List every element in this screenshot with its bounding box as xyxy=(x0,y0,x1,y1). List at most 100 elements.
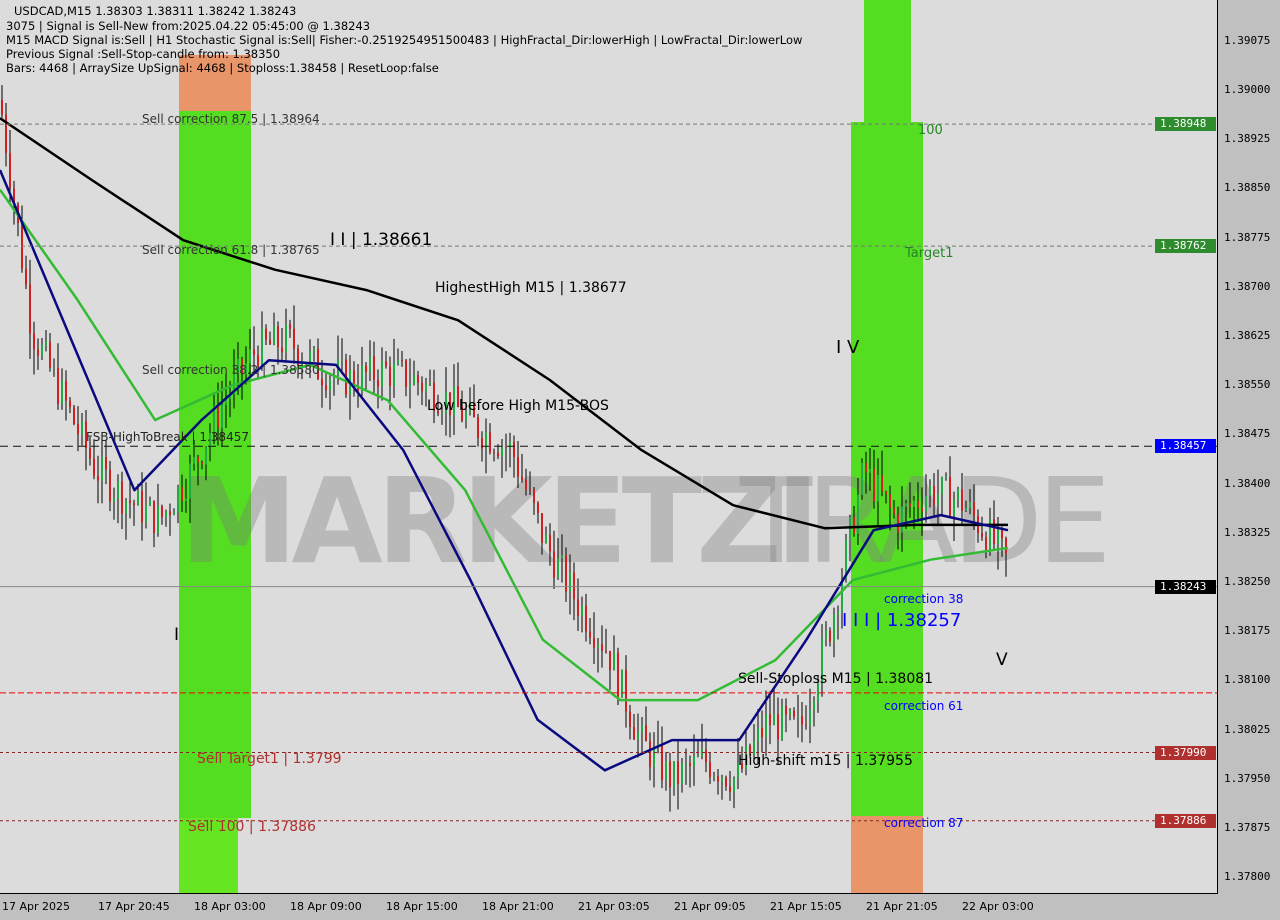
candle-body xyxy=(529,489,531,491)
candle-body xyxy=(253,349,255,356)
candle-body xyxy=(629,711,631,728)
candle-body xyxy=(377,379,379,387)
candle-body xyxy=(909,503,911,507)
y-tick-label: 1.38250 xyxy=(1224,575,1271,588)
candle-body xyxy=(821,638,823,684)
candle-body xyxy=(853,516,855,534)
candle-body xyxy=(633,727,635,740)
candle-body xyxy=(833,614,835,642)
candle-body xyxy=(373,356,375,380)
candle-body xyxy=(197,456,199,463)
candle-body xyxy=(413,374,415,385)
candle-body xyxy=(697,756,699,758)
candle-body xyxy=(221,404,223,429)
candle-body xyxy=(249,349,251,364)
candle-body xyxy=(489,432,491,453)
candle-body xyxy=(685,763,687,765)
header-symbol: USDCAD,M15 1.38303 1.38311 1.38242 1.382… xyxy=(14,4,297,18)
candle-body xyxy=(321,379,323,386)
candle-body xyxy=(773,714,775,726)
candle-body xyxy=(517,457,519,477)
candle-body xyxy=(917,500,919,508)
candle-body xyxy=(437,411,439,414)
candle-body xyxy=(505,447,507,449)
candle-body xyxy=(769,714,771,726)
x-tick-label: 18 Apr 15:00 xyxy=(386,900,458,913)
candle-body xyxy=(57,367,59,404)
candle-body xyxy=(33,333,35,350)
candle-body xyxy=(545,534,547,543)
candle-body xyxy=(613,652,615,671)
candle-body xyxy=(721,777,723,782)
candle-body xyxy=(689,763,691,767)
candle-body xyxy=(861,462,863,495)
candle-body xyxy=(309,351,311,364)
candle-body xyxy=(625,669,627,712)
candle-body xyxy=(869,468,871,473)
y-tick-label: 1.38100 xyxy=(1224,673,1271,687)
candle-body xyxy=(877,474,879,502)
y-tick-label: 1.38175 xyxy=(1224,624,1271,638)
candle-body xyxy=(97,475,99,481)
x-tick-label: 18 Apr 21:00 xyxy=(482,900,554,913)
candle-body xyxy=(969,502,971,508)
candle-body xyxy=(801,716,803,725)
candle-body xyxy=(901,506,903,533)
y-tick-label: 1.38625 xyxy=(1224,329,1271,342)
plot-area[interactable]: MARKETZI TRADE xyxy=(0,0,1218,894)
candle-body xyxy=(525,479,527,490)
x-tick-label: 22 Apr 03:00 xyxy=(962,900,1034,913)
candle-body xyxy=(409,384,411,387)
candle-body xyxy=(729,786,731,793)
label-low-before-high: Low before High M15-BOS xyxy=(427,398,609,414)
candle-body xyxy=(905,503,907,507)
candle-body xyxy=(857,494,859,534)
candle-body xyxy=(593,637,595,648)
candle-body xyxy=(425,383,427,392)
candle-body xyxy=(177,487,179,513)
candle-body xyxy=(205,447,207,465)
candle-body xyxy=(381,361,383,387)
candle-body xyxy=(973,502,975,516)
candle-body xyxy=(237,358,239,374)
candle-body xyxy=(401,360,403,362)
candle-body xyxy=(765,714,767,738)
price-tag: 1.37990 xyxy=(1155,745,1216,760)
candle-body xyxy=(1,99,3,115)
candle-body xyxy=(77,423,79,435)
candle-body xyxy=(89,448,91,459)
price-tag: 1.38457 xyxy=(1155,439,1216,454)
candle-body xyxy=(989,519,991,552)
header-signal: 3075 | Signal is Sell-New from:2025.04.2… xyxy=(6,19,371,33)
label-highest-high: HighestHigh M15 | 1.38677 xyxy=(435,280,627,296)
candle-body xyxy=(389,366,391,387)
candle-body xyxy=(365,365,367,373)
candle-body xyxy=(241,358,243,375)
candle-body xyxy=(865,462,867,473)
candle-body xyxy=(85,421,87,449)
candle-body xyxy=(521,476,523,480)
candle-body xyxy=(13,188,15,205)
candle-body xyxy=(621,669,623,698)
price-tag: 1.38243 xyxy=(1155,579,1216,594)
candle-body xyxy=(185,498,187,501)
candle-body xyxy=(761,727,763,738)
candle-body xyxy=(161,506,163,518)
candle-body xyxy=(681,763,683,784)
label-fsb-high-to-break: FSB-HighToBreak | 1.38457 xyxy=(86,430,249,444)
label-sell-100: Sell 100 | 1.37886 xyxy=(188,819,316,835)
candle-body xyxy=(605,650,607,652)
x-tick-label: 17 Apr 2025 xyxy=(2,900,71,913)
candle-body xyxy=(213,406,215,434)
ma-long-line xyxy=(0,117,1008,530)
candle-body xyxy=(885,491,887,495)
candle-body xyxy=(477,417,479,438)
candle-body xyxy=(825,630,827,639)
y-tick-label: 1.38850 xyxy=(1224,181,1271,195)
candle-body xyxy=(513,442,515,458)
candle-body xyxy=(481,437,483,449)
candle-body xyxy=(273,326,275,345)
candle-body xyxy=(737,762,739,779)
y-tick-label: 1.38325 xyxy=(1224,525,1271,539)
y-tick-label: 1.39075 xyxy=(1224,33,1271,47)
